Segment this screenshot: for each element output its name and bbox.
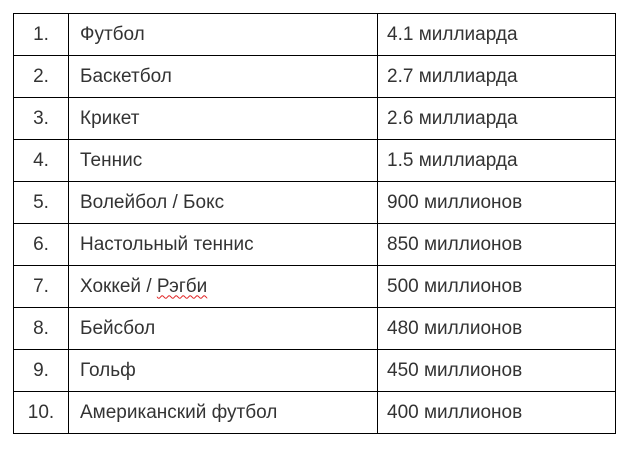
rank-cell: 5. bbox=[13, 181, 69, 224]
sport-name-cell: Футбол bbox=[68, 13, 378, 56]
table-body: 1. Футбол 4.1 миллиарда 2. Баскетбол 2.7… bbox=[13, 13, 616, 434]
sport-name-text: Крикет bbox=[80, 107, 140, 129]
table-row: 3. Крикет 2.6 миллиарда bbox=[13, 97, 616, 140]
sport-name-cell: Баскетбол bbox=[68, 55, 378, 98]
audience-cell: 480 миллионов bbox=[377, 307, 616, 350]
sport-name-text: Волейбол / Бокс bbox=[80, 191, 225, 213]
sport-name-cell: Гольф bbox=[68, 349, 378, 392]
table-row: 8. Бейсбол 480 миллионов bbox=[13, 307, 616, 350]
rank-cell: 9. bbox=[13, 349, 69, 392]
sport-name-cell: Волейбол / Бокс bbox=[68, 181, 378, 224]
sport-name-text: Бейсбол bbox=[80, 317, 156, 339]
table-row: 10. Американский футбол 400 миллионов bbox=[13, 391, 616, 434]
audience-cell: 450 миллионов bbox=[377, 349, 616, 392]
rank-cell: 7. bbox=[13, 265, 69, 308]
rank-cell: 8. bbox=[13, 307, 69, 350]
table-row: 4. Теннис 1.5 миллиарда bbox=[13, 139, 616, 182]
sport-name-text: Американский футбол bbox=[80, 401, 278, 423]
sport-name-text: Гольф bbox=[80, 359, 136, 381]
audience-cell: 2.7 миллиарда bbox=[377, 55, 616, 98]
rank-cell: 6. bbox=[13, 223, 69, 266]
sport-name-text: Теннис bbox=[80, 149, 143, 171]
sport-name-cell: Бейсбол bbox=[68, 307, 378, 350]
sports-popularity-table: 1. Футбол 4.1 миллиарда 2. Баскетбол 2.7… bbox=[13, 13, 616, 434]
table-row: 2. Баскетбол 2.7 миллиарда bbox=[13, 55, 616, 98]
rank-cell: 10. bbox=[13, 391, 69, 434]
table-row: 6. Настольный теннис 850 миллионов bbox=[13, 223, 616, 266]
table-row: 5. Волейбол / Бокс 900 миллионов bbox=[13, 181, 616, 224]
rank-cell: 3. bbox=[13, 97, 69, 140]
audience-cell: 400 миллионов bbox=[377, 391, 616, 434]
sport-name-cell: Теннис bbox=[68, 139, 378, 182]
sport-name-cell: Хоккей / Рэгби bbox=[68, 265, 378, 308]
audience-cell: 4.1 миллиарда bbox=[377, 13, 616, 56]
sport-name-text: Хоккей / bbox=[80, 275, 157, 297]
rank-cell: 1. bbox=[13, 13, 69, 56]
rank-cell: 2. bbox=[13, 55, 69, 98]
sport-name-cell: Американский футбол bbox=[68, 391, 378, 434]
sport-name-cell: Крикет bbox=[68, 97, 378, 140]
sport-name-text: Настольный теннис bbox=[80, 233, 254, 255]
audience-cell: 900 миллионов bbox=[377, 181, 616, 224]
audience-cell: 850 миллионов bbox=[377, 223, 616, 266]
audience-cell: 1.5 миллиарда bbox=[377, 139, 616, 182]
misspelled-word: Рэгби bbox=[156, 275, 208, 297]
audience-cell: 500 миллионов bbox=[377, 265, 616, 308]
sport-name-text: Баскетбол bbox=[80, 65, 172, 87]
document-page: 1. Футбол 4.1 миллиарда 2. Баскетбол 2.7… bbox=[13, 13, 616, 434]
sport-name-cell: Настольный теннис bbox=[68, 223, 378, 266]
table-row: 9. Гольф 450 миллионов bbox=[13, 349, 616, 392]
table-row: 7. Хоккей / Рэгби 500 миллионов bbox=[13, 265, 616, 308]
sport-name-text: Футбол bbox=[80, 23, 145, 45]
audience-cell: 2.6 миллиарда bbox=[377, 97, 616, 140]
table-row: 1. Футбол 4.1 миллиарда bbox=[13, 13, 616, 56]
rank-cell: 4. bbox=[13, 139, 69, 182]
